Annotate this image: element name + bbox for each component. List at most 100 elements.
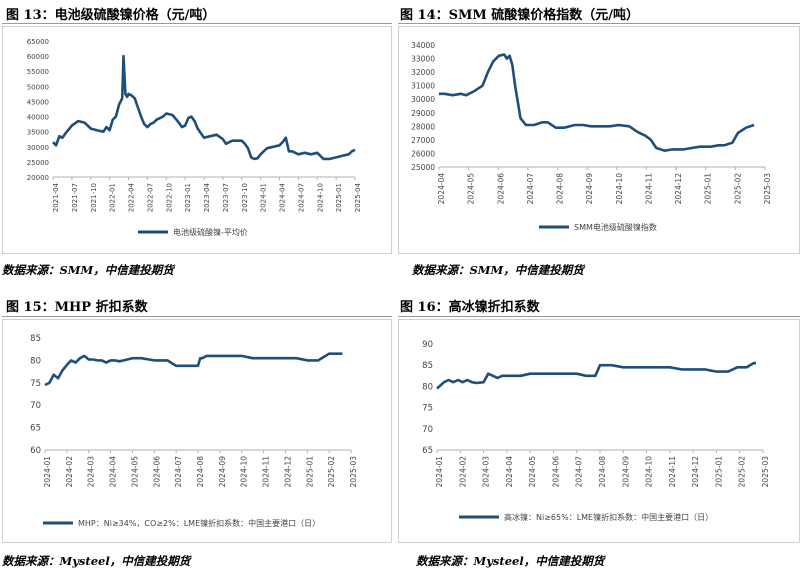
x-tick-label: 2024-04 bbox=[505, 456, 514, 488]
x-tick-label: 2024-05 bbox=[130, 456, 139, 488]
y-tick-label: 30000 bbox=[411, 95, 435, 104]
y-tick-label: 35000 bbox=[27, 129, 49, 137]
y-tick-label: 32000 bbox=[411, 68, 435, 77]
figure-14-chart: 34000 33000 32000 31000 30000 29000 28000 27000… bbox=[398, 26, 800, 254]
x-tick-label: 2024-08 bbox=[598, 456, 607, 488]
figure-14-title: 图 14：SMM 硫酸镍价格指数（元/吨） bbox=[400, 8, 640, 23]
x-tick-label: 2024-01 bbox=[435, 456, 444, 488]
y-tick-label: 55000 bbox=[27, 68, 49, 76]
x-tick-label: 2024-12 bbox=[691, 456, 700, 488]
legend-label: MHP：Ni≥34%，CO≥2%：LME镍折扣系数：中国主要港口（日） bbox=[78, 518, 320, 528]
x-tick-label: 2024-11 bbox=[644, 173, 653, 205]
figure-13-title: 图 13：电池级硫酸镍价格（元/吨） bbox=[6, 8, 216, 23]
x-tick-label: 2025-01 bbox=[335, 183, 343, 212]
x-tick-label: 2024-01 bbox=[260, 183, 268, 212]
y-tick-label: 70 bbox=[422, 425, 433, 435]
series-line bbox=[439, 53, 755, 152]
x-tick-label: 2024-08 bbox=[196, 456, 205, 488]
x-axis-ticks: 2024-04 2024-05 2024-06 2024-07 2024-08 2024-… bbox=[437, 167, 772, 204]
y-axis-ticks: 85 80 75 70 65 60 bbox=[30, 334, 41, 456]
x-tick-label: 2024-06 bbox=[551, 456, 560, 488]
x-tick-label: 2023-01 bbox=[184, 183, 192, 212]
x-tick-label: 2024-10 bbox=[316, 183, 324, 212]
y-tick-label: 65 bbox=[30, 424, 41, 434]
x-tick-label: 2025-01 bbox=[714, 456, 723, 488]
x-tick-label: 2024-04 bbox=[279, 182, 287, 212]
x-tick-label: 2024-01 bbox=[43, 456, 52, 488]
x-tick-label: 2025-02 bbox=[733, 173, 742, 205]
series-line bbox=[44, 352, 343, 387]
figure-15-source: 数据来源：Mysteel，中信建投期货 bbox=[2, 554, 191, 568]
series-line bbox=[52, 54, 356, 161]
y-tick-label: 80 bbox=[422, 382, 433, 392]
y-tick-label: 28000 bbox=[411, 122, 435, 131]
x-tick-label: 2025-01 bbox=[305, 456, 314, 488]
x-tick-label: 2022-01 bbox=[109, 183, 117, 212]
x-tick-label: 2024-10 bbox=[615, 173, 624, 205]
y-tick-label: 75 bbox=[422, 404, 433, 414]
figure-14-title-rule bbox=[398, 23, 800, 24]
figure-14-svg: 34000 33000 32000 31000 30000 29000 28000 27000… bbox=[411, 41, 772, 232]
figure-13-svg: 65000 60000 55000 50000 45000 40000 35000 30000… bbox=[27, 38, 362, 237]
x-tick-label: 2024-09 bbox=[218, 456, 227, 488]
x-tick-label: 2024-07 bbox=[575, 456, 584, 488]
y-tick-label: 60 bbox=[30, 446, 41, 456]
x-tick-label: 2024-10 bbox=[645, 456, 654, 488]
y-tick-label: 50000 bbox=[27, 83, 49, 91]
y-tick-label: 65 bbox=[422, 446, 433, 456]
y-tick-label: 75 bbox=[30, 379, 41, 389]
y-tick-label: 25000 bbox=[27, 159, 49, 167]
x-tick-label: 2024-03 bbox=[482, 456, 491, 488]
x-tick-label: 2021-07 bbox=[71, 183, 79, 212]
x-tick-label: 2025-04 bbox=[354, 182, 362, 212]
figure-13-source: 数据来源：SMM，中信建投期货 bbox=[2, 263, 174, 277]
x-tick-label: 2021-10 bbox=[90, 183, 98, 212]
y-tick-label: 80 bbox=[30, 356, 41, 366]
figure-14-source: 数据来源：SMM，中信建投期货 bbox=[412, 263, 584, 277]
legend-label: 电池级硫酸镍-平均价 bbox=[173, 227, 248, 237]
x-tick-label: 2024-06 bbox=[496, 173, 505, 205]
y-tick-label: 20000 bbox=[27, 174, 49, 182]
y-tick-label: 45000 bbox=[27, 98, 49, 106]
x-tick-label: 2025-02 bbox=[327, 456, 336, 488]
x-axis-ticks: 2024-01 2024-02 2024-03 2024-04 2024-05 2024-… bbox=[43, 450, 358, 487]
x-axis-ticks: 2024-01 2024-02 2024-03 2024-04 2024-05 2024-… bbox=[435, 450, 770, 487]
y-tick-label: 25000 bbox=[411, 163, 435, 172]
x-tick-label: 2024-11 bbox=[668, 456, 677, 488]
x-tick-label: 2025-03 bbox=[349, 456, 358, 488]
x-tick-label: 2024-06 bbox=[152, 456, 161, 488]
y-axis-ticks: 90 85 80 75 70 65 bbox=[422, 340, 433, 456]
y-tick-label: 33000 bbox=[411, 55, 435, 64]
x-tick-label: 2022-04 bbox=[128, 182, 136, 212]
y-tick-label: 31000 bbox=[411, 82, 435, 91]
x-tick-label: 2024-02 bbox=[458, 456, 467, 488]
y-tick-label: 27000 bbox=[411, 136, 435, 145]
legend-label: SMM电池级硫酸镍指数 bbox=[574, 222, 657, 232]
figure-16-title: 图 16：高冰镍折扣系数 bbox=[400, 300, 540, 315]
x-tick-label: 2024-09 bbox=[621, 456, 630, 488]
x-tick-label: 2023-04 bbox=[203, 182, 211, 212]
x-tick-label: 2023-07 bbox=[222, 183, 230, 212]
x-tick-label: 2024-12 bbox=[283, 456, 292, 488]
x-tick-label: 2024-02 bbox=[65, 456, 74, 488]
x-tick-label: 2023-10 bbox=[241, 183, 249, 212]
legend-label: 高冰镍：Ni≥65%：LME镍折扣系数：中国主要港口（日） bbox=[504, 512, 713, 522]
x-tick-label: 2024-05 bbox=[528, 456, 537, 488]
y-tick-label: 29000 bbox=[411, 109, 435, 118]
figure-13-title-rule bbox=[2, 23, 392, 24]
figure-15-chart: 85 80 75 70 65 60 2024-01 2024-02 2024-03 2024-04… bbox=[2, 319, 392, 543]
x-tick-label: 2024-12 bbox=[674, 173, 683, 205]
x-axis-ticks: 2021-04 2021-07 2021-10 2022-01 2022-04 2022-… bbox=[52, 177, 362, 212]
series-line bbox=[436, 361, 756, 390]
y-tick-label: 65000 bbox=[27, 38, 49, 46]
figure-13-chart: 65000 60000 55000 50000 45000 40000 35000 30000… bbox=[2, 26, 392, 254]
x-tick-label: 2024-05 bbox=[467, 173, 476, 205]
figure-15-title: 图 15：MHP 折扣系数 bbox=[6, 300, 148, 315]
x-tick-label: 2025-03 bbox=[761, 456, 770, 488]
y-axis-ticks: 65000 60000 55000 50000 45000 40000 35000 30000… bbox=[27, 38, 49, 182]
figure-16-source: 数据来源：Mysteel，中信建投期货 bbox=[416, 554, 605, 568]
x-tick-label: 2024-07 bbox=[174, 456, 183, 488]
x-tick-label: 2024-11 bbox=[262, 456, 271, 488]
y-tick-label: 90 bbox=[422, 340, 433, 350]
